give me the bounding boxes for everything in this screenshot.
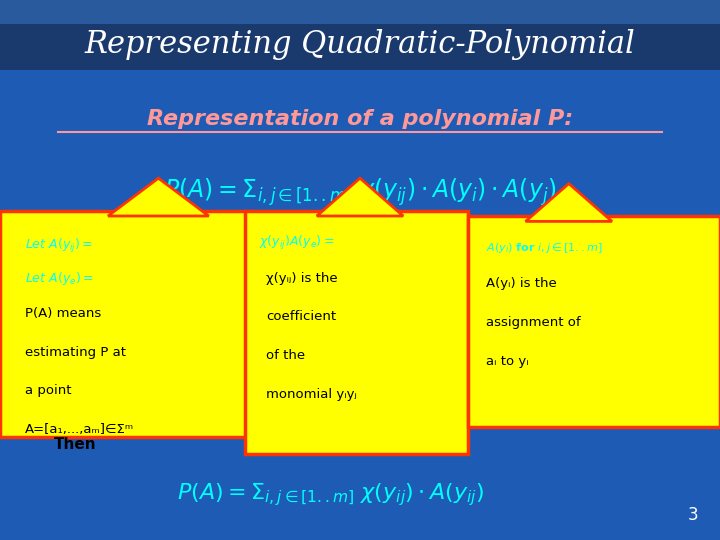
Text: 3: 3 <box>688 506 698 524</box>
Text: A(yᵢ) is the: A(yᵢ) is the <box>486 277 557 290</box>
Polygon shape <box>108 178 209 216</box>
Text: Representation of a polynomial P:: Representation of a polynomial P: <box>147 109 573 129</box>
Text: $P(A) = \Sigma_{i,j\in[1..m]}\;  \chi(y_{ij}) \cdot A(y_i) \cdot A(y_j)$: $P(A) = \Sigma_{i,j\in[1..m]}\; \chi(y_{… <box>163 176 557 207</box>
FancyBboxPatch shape <box>245 211 468 454</box>
Polygon shape <box>526 184 612 221</box>
Text: $\chi(y_{ij})A(y_e)=$: $\chi(y_{ij})A(y_e)=$ <box>259 234 335 252</box>
Text: estimating P at: estimating P at <box>25 346 126 359</box>
Polygon shape <box>317 178 403 216</box>
Text: A=[a₁,...,aₘ]∈Σᵐ: A=[a₁,...,aₘ]∈Σᵐ <box>25 423 135 436</box>
FancyBboxPatch shape <box>0 211 252 437</box>
Text: χ(yᵢⱼ) is the: χ(yᵢⱼ) is the <box>266 272 338 285</box>
Text: aᵢ to yᵢ: aᵢ to yᵢ <box>486 355 528 368</box>
Text: Representing Quadratic-Polynomial: Representing Quadratic-Polynomial <box>85 29 635 60</box>
Text: $A(y_i)$ for $i,j\in[1..m]$: $A(y_i)$ for $i,j\in[1..m]$ <box>486 241 603 255</box>
Text: coefficient: coefficient <box>266 310 336 323</box>
FancyBboxPatch shape <box>0 0 720 70</box>
Text: Then: Then <box>54 437 96 453</box>
Text: $P(A) = \Sigma_{i,j\in[1..m]}\;  \chi(y_{ij}) \cdot A(y_{ij})$: $P(A) = \Sigma_{i,j\in[1..m]}\; \chi(y_{… <box>178 481 485 508</box>
Text: a point: a point <box>25 384 72 397</box>
FancyBboxPatch shape <box>0 0 720 24</box>
Text: monomial yᵢyⱼ: monomial yᵢyⱼ <box>266 388 357 401</box>
FancyBboxPatch shape <box>468 216 720 427</box>
Text: $Let\ A(y_{ij}) =$: $Let\ A(y_{ij}) =$ <box>25 237 94 255</box>
Text: P(A) means: P(A) means <box>25 307 102 320</box>
Text: $Let\ A(y_e) =$: $Let\ A(y_e) =$ <box>25 269 94 287</box>
Text: assignment of: assignment of <box>486 316 580 329</box>
Text: of the: of the <box>266 349 305 362</box>
